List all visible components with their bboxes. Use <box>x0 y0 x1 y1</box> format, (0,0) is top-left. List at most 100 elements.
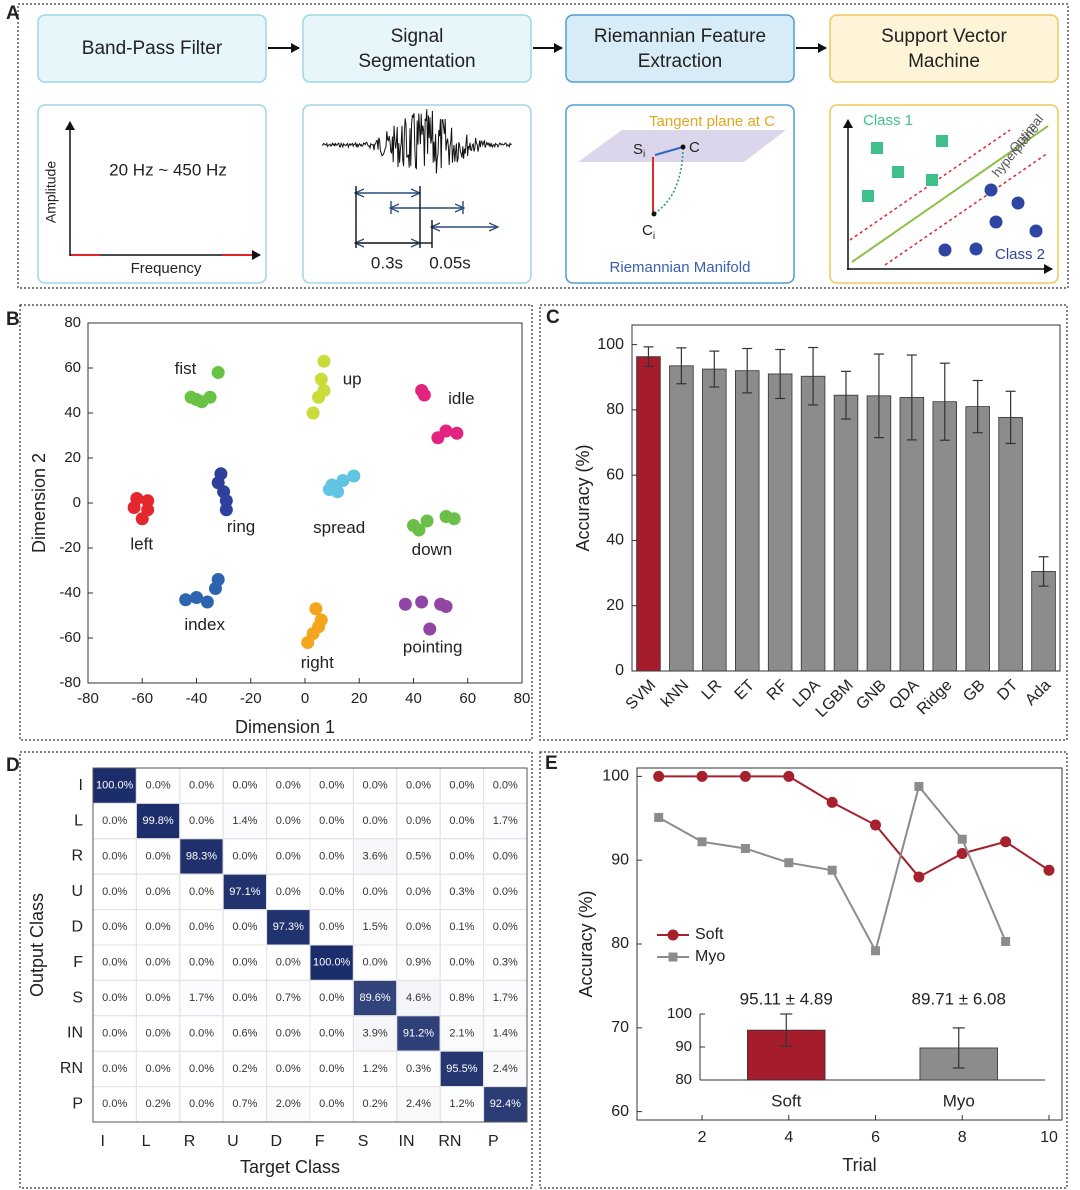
geodesic <box>654 147 684 214</box>
bar <box>636 356 661 672</box>
bar <box>702 368 727 672</box>
cell-label: 0.5% <box>406 850 431 862</box>
value-label: 95.11 ± 4.89 <box>740 989 833 1008</box>
cell-label: 0.0% <box>102 957 127 969</box>
point <box>450 426 464 440</box>
cell-label: 0.0% <box>146 957 171 969</box>
cell-label: 0.0% <box>363 815 388 827</box>
y-tick-label: L <box>74 812 83 829</box>
point <box>697 837 707 847</box>
cell-label: 0.0% <box>146 1063 171 1075</box>
bar <box>767 373 793 672</box>
x-tick-label: ET <box>732 677 759 704</box>
cell-bg <box>222 1050 268 1088</box>
point <box>957 834 967 844</box>
legend-label: Myo <box>695 948 725 965</box>
point <box>203 390 217 404</box>
band-label: 20 Hz ~ 450 Hz <box>109 160 227 179</box>
point <box>141 494 155 508</box>
cell-label: 0.0% <box>493 780 518 792</box>
x-tick-label: GB <box>960 677 988 705</box>
x-tick-label: Soft <box>771 1091 802 1110</box>
cell-label: 0.0% <box>189 1063 214 1075</box>
step-title: Signal <box>391 26 444 47</box>
point-label: C <box>689 139 700 156</box>
cluster-label: fist <box>175 359 197 378</box>
cell-label: 0.0% <box>319 886 344 898</box>
point <box>417 388 431 402</box>
x-axis-label: Dimension 1 <box>235 717 335 737</box>
cell-label: 0.0% <box>232 957 257 969</box>
cell-label: 0.0% <box>189 1027 214 1039</box>
cell-bg <box>309 767 354 804</box>
point <box>219 503 233 517</box>
value-label: 89.71 ± 6.08 <box>912 989 1006 1008</box>
y-tick-label: 100 <box>667 1005 692 1022</box>
cell-bg <box>179 1015 224 1052</box>
cell-label: 0.0% <box>102 815 127 827</box>
point <box>336 474 350 487</box>
x-tick-label: LR <box>699 677 725 703</box>
x-tick-label: 10 <box>1040 1129 1058 1146</box>
x-tick-label: -20 <box>240 690 262 707</box>
cell-label: 0.0% <box>319 850 344 862</box>
x-axis-label: Target Class <box>240 1157 340 1177</box>
bar <box>833 394 859 672</box>
x-tick-label: -60 <box>131 690 153 707</box>
cell-bg <box>135 1015 181 1052</box>
step-box <box>302 14 532 83</box>
cell-bg <box>483 909 528 946</box>
cell-label: 0.0% <box>319 992 344 1004</box>
point <box>200 595 214 609</box>
x-tick-label: -40 <box>186 690 208 707</box>
cluster-label: index <box>184 615 225 634</box>
bar <box>800 375 826 672</box>
cell-label: 0.0% <box>276 886 301 898</box>
cell-label: 0.0% <box>363 886 388 898</box>
x-tick-label: 80 <box>514 690 531 707</box>
x-tick-label: RN <box>438 1133 461 1150</box>
cell-label: 0.0% <box>276 780 301 792</box>
cell-bg <box>266 979 311 1017</box>
cell-bg <box>135 909 181 946</box>
cell-bg <box>352 802 398 840</box>
cell-label: 0.0% <box>406 780 431 792</box>
y-tick-label: -20 <box>59 539 81 556</box>
manifold-label: Riemannian Manifold <box>610 259 751 276</box>
point <box>447 512 461 526</box>
cell-label: 1.4% <box>493 1027 518 1039</box>
point <box>219 494 233 508</box>
hyperplane <box>851 125 1049 263</box>
y-tick-label: 40 <box>64 404 81 421</box>
cell-bg <box>222 979 268 1017</box>
y-tick-label: 90 <box>675 1038 692 1055</box>
cell-label: 0.0% <box>449 815 474 827</box>
point <box>1043 864 1055 876</box>
cell-label: 0.0% <box>102 1098 127 1110</box>
cell-label: 1.4% <box>232 815 257 827</box>
legend-marker <box>668 952 678 962</box>
x-tick-label: 8 <box>958 1129 967 1146</box>
cell-bg <box>92 909 137 946</box>
y-tick-label: 60 <box>611 1103 629 1120</box>
y-axis-label: Accuracy (%) <box>573 444 593 551</box>
point <box>211 573 225 586</box>
cell-label: 0.0% <box>146 850 171 862</box>
cluster-label: spread <box>313 518 365 537</box>
cell-label: 1.7% <box>493 992 518 1004</box>
y-tick-label: 60 <box>606 466 624 483</box>
cell <box>309 944 354 981</box>
point <box>179 593 193 607</box>
cell-bg <box>222 767 268 804</box>
legend-marker <box>667 929 679 941</box>
point <box>784 858 794 868</box>
cell <box>352 979 398 1017</box>
cell-label: 0.0% <box>232 921 257 933</box>
cell-label: 0.0% <box>189 886 214 898</box>
panel-label: A <box>6 3 20 24</box>
cell-bg <box>483 979 528 1017</box>
x-tick-label: I <box>100 1133 104 1150</box>
class2-points <box>938 183 1043 257</box>
